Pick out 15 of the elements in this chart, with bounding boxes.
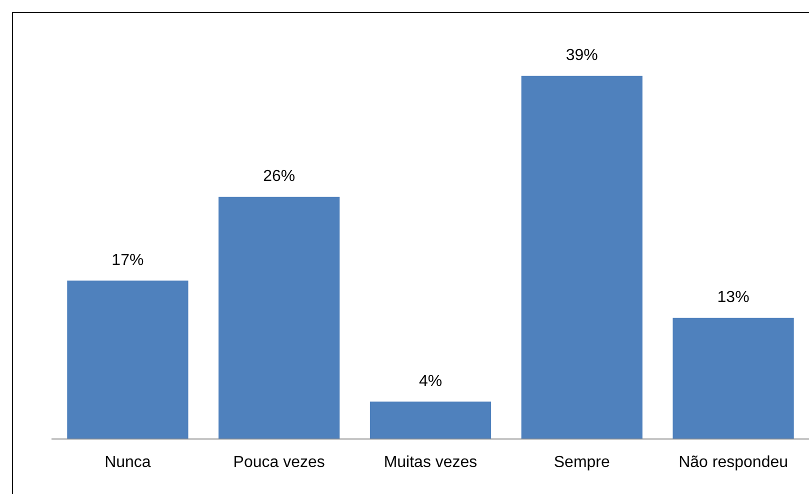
data-label: 13% [717,289,750,306]
data-label: 26% [263,168,296,186]
bar [672,318,794,439]
bar [218,196,340,439]
x-tick-label: Muitas vezes [384,454,478,471]
data-label: 17% [112,252,144,269]
x-tick-label: Pouca vezes [233,454,325,471]
bar [521,76,642,439]
data-label: 4% [418,372,442,390]
x-tick-label: Nunca [104,454,151,471]
x-tick-label: Não respondeu [678,454,788,471]
bar [370,402,492,439]
bar [67,280,188,439]
x-tick-label: Sempre [554,454,610,471]
data-label: 39% [566,47,598,64]
